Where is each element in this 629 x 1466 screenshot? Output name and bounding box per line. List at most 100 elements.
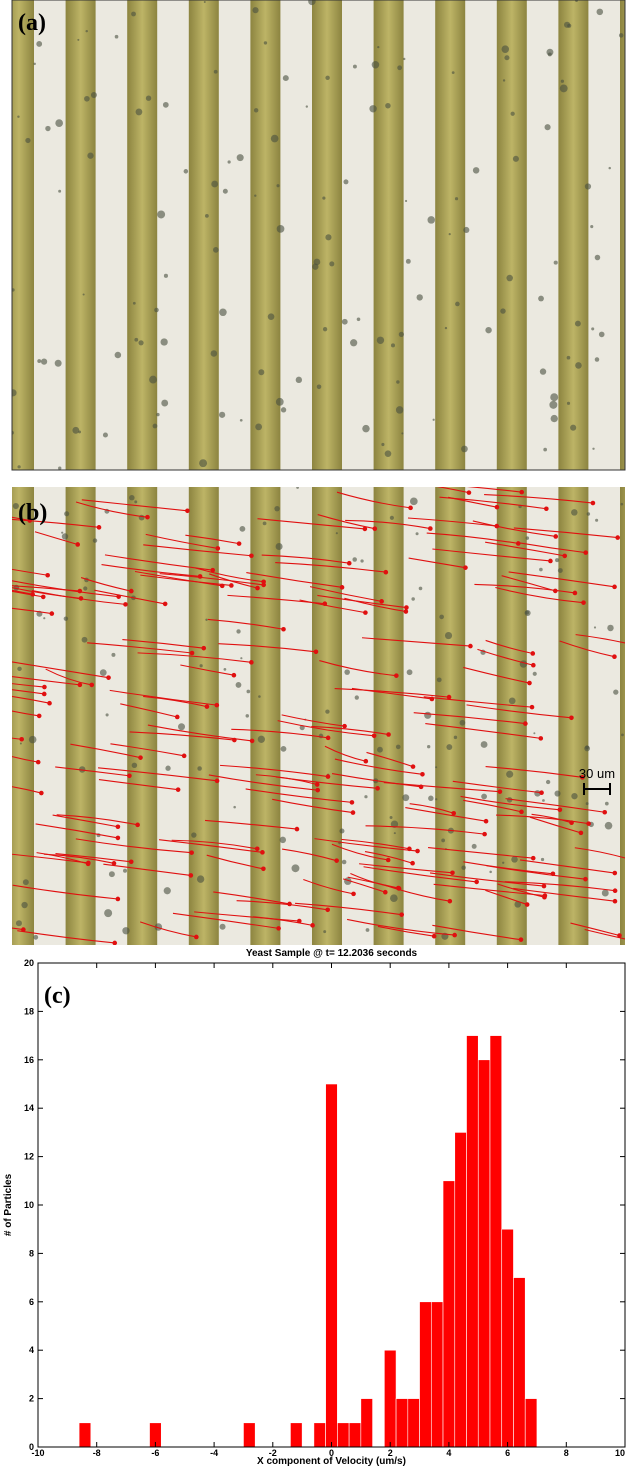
track-head [544, 506, 549, 512]
cell [601, 889, 609, 897]
cell [428, 795, 434, 802]
stripe [127, 487, 158, 945]
track-head [396, 886, 402, 891]
track [145, 533, 218, 549]
cell [213, 247, 219, 253]
cell [19, 742, 22, 745]
cell [389, 816, 393, 820]
track [409, 803, 454, 814]
cell [25, 137, 31, 144]
cell [160, 338, 168, 346]
cell [84, 95, 90, 102]
track-head [403, 609, 409, 614]
track-head [530, 651, 536, 656]
cell [604, 801, 609, 806]
cell [131, 762, 138, 769]
stripe [65, 487, 96, 945]
cell [575, 362, 582, 369]
track [81, 499, 188, 512]
cell [254, 194, 257, 197]
y-tick-label: 12 [24, 1152, 34, 1162]
track [122, 638, 204, 649]
cell [436, 677, 442, 683]
track-head [204, 704, 210, 709]
cell [566, 355, 571, 360]
track [341, 838, 410, 850]
track-head [162, 601, 168, 607]
y-tick-label: 14 [24, 1103, 34, 1113]
track-head [127, 773, 132, 779]
cell [17, 115, 20, 118]
track-head [77, 588, 83, 594]
cell [276, 184, 280, 188]
cell [239, 418, 243, 422]
track-head [524, 902, 530, 907]
cell [219, 308, 227, 317]
cell [510, 111, 515, 116]
cell [341, 859, 347, 865]
track-head [518, 937, 524, 942]
track [12, 689, 45, 695]
track-head [219, 583, 225, 589]
cell [354, 695, 359, 700]
cell [262, 521, 267, 526]
cell [12, 288, 15, 292]
track [336, 491, 411, 509]
track [219, 764, 329, 778]
track [257, 518, 365, 530]
cell [274, 505, 280, 512]
cell [405, 258, 411, 264]
track-head [612, 654, 617, 659]
track [12, 661, 109, 679]
track [405, 807, 487, 822]
track [359, 863, 453, 874]
cell [77, 38, 80, 41]
track [172, 912, 279, 929]
track [529, 816, 582, 834]
cell [461, 445, 468, 453]
track-head [145, 514, 150, 520]
track [319, 660, 397, 677]
cell [81, 636, 88, 643]
cell [424, 711, 432, 719]
track-head [612, 898, 618, 904]
track-head [255, 585, 260, 591]
track [448, 496, 498, 508]
track [206, 854, 264, 870]
track-head [519, 489, 525, 495]
bar [395, 1398, 409, 1448]
track-head [115, 896, 121, 902]
cell [61, 533, 69, 540]
cell [514, 901, 522, 908]
cell [506, 274, 513, 282]
track [12, 676, 80, 686]
scale-bar: 30 um [579, 766, 615, 795]
track-head [404, 605, 409, 610]
track [207, 618, 284, 630]
track [364, 851, 413, 864]
track [466, 704, 572, 719]
stripe [312, 487, 342, 945]
cell [519, 660, 528, 668]
cell [416, 294, 423, 301]
track-head [415, 848, 420, 854]
cell [305, 105, 308, 108]
track [12, 927, 24, 931]
track-head [530, 855, 536, 861]
track-head [572, 590, 578, 596]
stripe [620, 0, 625, 470]
cell [585, 802, 589, 806]
track [139, 921, 197, 938]
cell [72, 426, 80, 434]
cell [480, 741, 488, 748]
cell [236, 154, 244, 162]
cell [575, 0, 578, 3]
track [213, 891, 290, 905]
cell [191, 832, 197, 838]
track [52, 814, 118, 828]
x-tick-label: 6 [505, 1448, 510, 1458]
track-head [189, 850, 194, 855]
cell [555, 558, 560, 563]
track [227, 594, 325, 605]
cell [163, 887, 171, 895]
